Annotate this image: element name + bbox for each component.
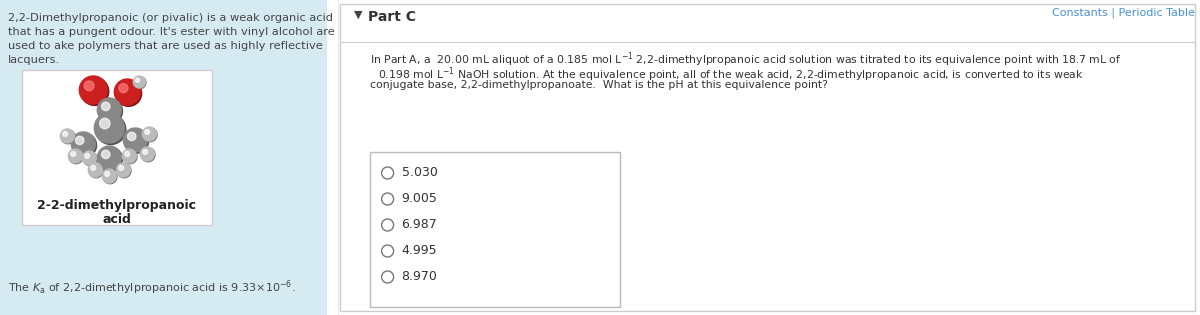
Circle shape xyxy=(102,150,110,158)
Text: ▼: ▼ xyxy=(354,10,362,20)
Circle shape xyxy=(68,149,83,163)
Circle shape xyxy=(83,151,96,165)
Text: 0.198 mol L$^{-1}$ NaOH solution. At the equivalence point, all of the weak acid: 0.198 mol L$^{-1}$ NaOH solution. At the… xyxy=(378,65,1084,83)
Circle shape xyxy=(76,136,84,145)
Circle shape xyxy=(97,98,121,122)
Circle shape xyxy=(143,149,148,154)
Circle shape xyxy=(102,169,116,183)
Circle shape xyxy=(142,148,155,162)
Circle shape xyxy=(116,163,131,177)
Circle shape xyxy=(71,132,95,156)
Text: 5.030: 5.030 xyxy=(402,167,438,180)
Circle shape xyxy=(145,129,150,135)
Circle shape xyxy=(104,171,109,176)
Circle shape xyxy=(72,133,96,157)
Circle shape xyxy=(119,83,128,93)
Circle shape xyxy=(91,165,96,170)
Circle shape xyxy=(70,150,83,164)
Text: lacquers.: lacquers. xyxy=(8,55,60,65)
Circle shape xyxy=(97,146,121,170)
Circle shape xyxy=(60,129,74,143)
Circle shape xyxy=(61,130,74,144)
Text: Constants | Periodic Table: Constants | Periodic Table xyxy=(1052,7,1195,18)
Circle shape xyxy=(125,129,149,153)
Circle shape xyxy=(143,127,156,141)
Bar xyxy=(22,70,212,225)
Text: that has a pungent odour. It's ester with vinyl alcohol are: that has a pungent odour. It's ester wit… xyxy=(8,27,335,37)
Text: Part C: Part C xyxy=(367,10,415,24)
Circle shape xyxy=(140,147,155,161)
Circle shape xyxy=(127,132,136,140)
Circle shape xyxy=(136,78,139,82)
Circle shape xyxy=(85,153,90,158)
Text: In Part A, a  20.00 mL aliquot of a 0.185 mol L$^{-1}$ 2,2-dimethylpropanoic aci: In Part A, a 20.00 mL aliquot of a 0.185… xyxy=(370,50,1121,69)
Circle shape xyxy=(79,76,107,104)
Text: 8.970: 8.970 xyxy=(402,271,438,284)
Text: acid: acid xyxy=(102,213,132,226)
Circle shape xyxy=(124,128,148,152)
Text: 6.987: 6.987 xyxy=(402,219,437,232)
Circle shape xyxy=(89,164,103,178)
Circle shape xyxy=(143,128,157,142)
Circle shape xyxy=(115,80,142,106)
Circle shape xyxy=(133,76,145,88)
Text: 4.995: 4.995 xyxy=(402,244,437,257)
Circle shape xyxy=(100,118,110,129)
Text: 9.005: 9.005 xyxy=(402,192,438,205)
Circle shape xyxy=(96,114,126,145)
Circle shape xyxy=(134,77,146,89)
Text: 2-2-dimethylpropanoic: 2-2-dimethylpropanoic xyxy=(37,199,197,212)
Circle shape xyxy=(98,147,122,171)
Text: 2,2-Dimethylpropanoic (or pivalic) is a weak organic acid: 2,2-Dimethylpropanoic (or pivalic) is a … xyxy=(8,13,334,23)
Circle shape xyxy=(122,149,137,163)
Bar xyxy=(340,4,1195,311)
Circle shape xyxy=(124,150,137,164)
Circle shape xyxy=(119,165,124,170)
Bar xyxy=(0,0,326,315)
Circle shape xyxy=(98,99,122,123)
Circle shape xyxy=(89,163,102,177)
Circle shape xyxy=(83,152,97,166)
Circle shape xyxy=(103,170,118,184)
Circle shape xyxy=(80,77,109,106)
Text: used to ake polymers that are used as highly reflective: used to ake polymers that are used as hi… xyxy=(8,41,323,51)
Text: The $K_\mathrm{a}$ of 2,2-dimethylpropanoic acid is 9.33$\times$10$^{-6}$.: The $K_\mathrm{a}$ of 2,2-dimethylpropan… xyxy=(8,278,295,297)
Circle shape xyxy=(71,152,76,156)
Bar xyxy=(370,152,619,307)
Circle shape xyxy=(84,81,94,91)
Circle shape xyxy=(114,79,140,105)
Text: conjugate base, 2,2-dimethylpropanoate.  What is the pH at this equivalence poin: conjugate base, 2,2-dimethylpropanoate. … xyxy=(370,80,828,90)
Circle shape xyxy=(125,152,130,156)
Circle shape xyxy=(62,131,67,136)
Circle shape xyxy=(118,164,131,178)
Circle shape xyxy=(102,102,110,111)
Circle shape xyxy=(95,113,125,143)
